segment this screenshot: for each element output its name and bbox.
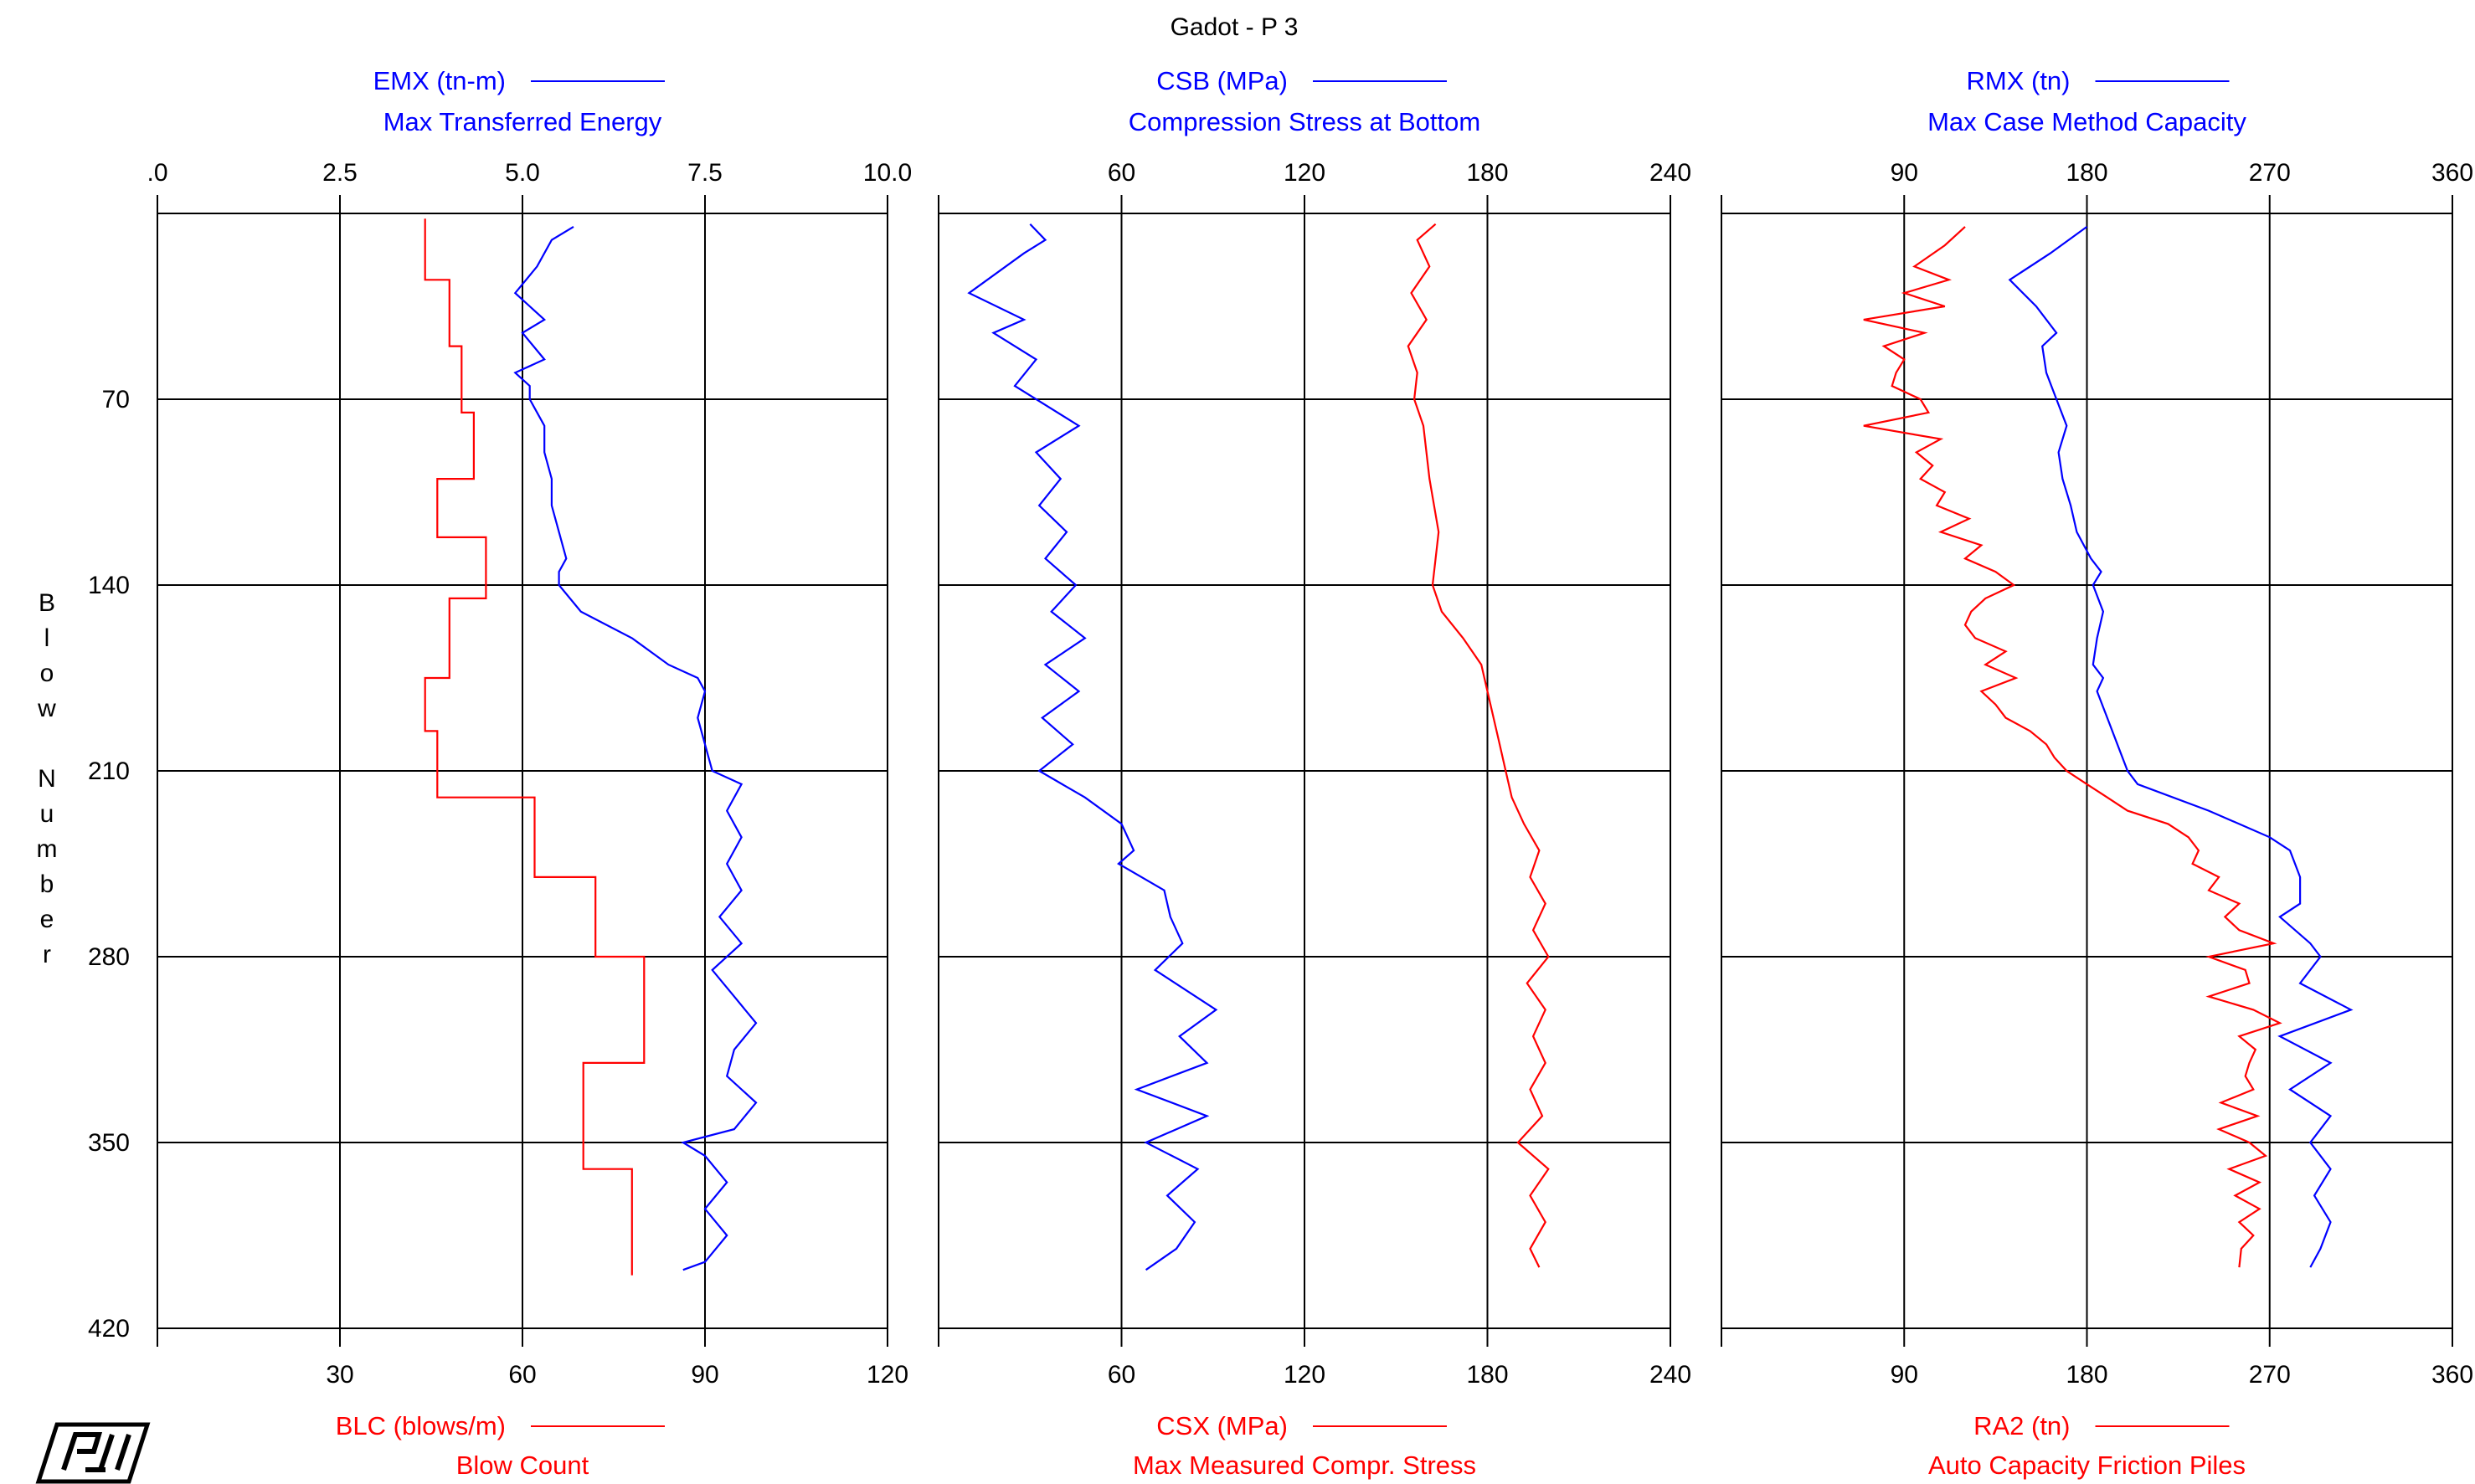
series-name-label: RA2 (tn) [1973, 1411, 2070, 1440]
top-tick-label: 240 [1649, 159, 1691, 187]
y-label-char: b [40, 870, 54, 898]
top-tick-label: 5.0 [505, 159, 540, 187]
bottom-tick-label: 270 [2249, 1361, 2291, 1389]
series-name-label: EMX (tn-m) [373, 66, 506, 95]
series-name-label: RMX (tn) [1967, 66, 2071, 95]
panel-3: 90 180 270 360 90 180 270 360 RMX (tn) Max Case M… [1721, 66, 2473, 1480]
top-tick-label: 10.0 [863, 159, 912, 187]
y-tick-label: 140 [88, 572, 130, 599]
y-label-char: w [37, 695, 56, 722]
panel-1: .0 2.5 5.0 7.5 10.0 30 60 90 120 70 140 210 280 350 42… [88, 66, 912, 1480]
series-line-blc [424, 218, 646, 1276]
series-line-csb [967, 223, 1218, 1271]
y-tick-label: 210 [88, 757, 130, 785]
top-tick-label: 360 [2431, 159, 2473, 187]
top-tick-label: 180 [1466, 159, 1508, 187]
y-label-char: u [40, 800, 54, 828]
series-name-label: BLC (blows/m) [336, 1411, 506, 1440]
y-label-char: e [40, 906, 54, 933]
bottom-tick-label: 60 [1108, 1361, 1135, 1389]
top-tick-label: 120 [1284, 159, 1325, 187]
y-tick-label: 70 [102, 386, 130, 413]
bottom-tick-label: 30 [326, 1361, 353, 1389]
top-tick-label: .0 [147, 159, 167, 187]
series-name-label: CSX (MPa) [1156, 1411, 1288, 1440]
series-description-label: Max Measured Compr. Stress [1133, 1451, 1476, 1480]
chart-title: Gadot - P 3 [1171, 13, 1299, 41]
y-label-char: r [43, 941, 51, 968]
series-description-label: Max Case Method Capacity [1927, 107, 2246, 136]
pdi-logo [35, 1422, 151, 1484]
bottom-tick-label: 90 [1891, 1361, 1918, 1389]
chart-panels: .0 2.5 5.0 7.5 10.0 30 60 90 120 70 140 210 280 350 42… [88, 66, 2473, 1480]
y-label-char: N [38, 765, 56, 793]
series-description-label: Compression Stress at Bottom [1129, 107, 1480, 136]
series-line-csx [1407, 223, 1550, 1268]
bottom-tick-label: 60 [508, 1361, 536, 1389]
y-tick-label: 420 [88, 1315, 130, 1343]
y-tick-label: 280 [88, 943, 130, 971]
y-tick-label: 350 [88, 1129, 130, 1157]
bottom-tick-label: 180 [2066, 1361, 2107, 1389]
series-line-emx [513, 225, 758, 1271]
top-tick-label: 7.5 [687, 159, 723, 187]
y-label-char: m [37, 835, 58, 863]
series-line-ra2 [1863, 226, 2282, 1268]
series-name-label: CSB (MPa) [1156, 66, 1288, 95]
top-tick-label: 2.5 [322, 159, 358, 187]
top-tick-label: 180 [2066, 159, 2107, 187]
bottom-tick-label: 120 [1284, 1361, 1325, 1389]
bottom-tick-label: 360 [2431, 1361, 2473, 1389]
series-description-label: Auto Capacity Friction Piles [1928, 1451, 2246, 1480]
top-tick-label: 60 [1108, 159, 1135, 187]
panel-2: 60 120 180 240 60 120 180 240 CSB (MPa) Compressi… [938, 66, 1691, 1480]
y-label-char: o [40, 660, 54, 687]
series-description-label: Blow Count [456, 1451, 589, 1480]
bottom-tick-label: 90 [691, 1361, 718, 1389]
series-description-label: Max Transferred Energy [383, 107, 662, 136]
y-label-char: l [44, 624, 50, 652]
top-tick-label: 270 [2249, 159, 2291, 187]
bottom-tick-label: 120 [867, 1361, 908, 1389]
bottom-tick-label: 180 [1466, 1361, 1508, 1389]
y-label-char: B [39, 589, 55, 617]
bottom-tick-label: 240 [1649, 1361, 1691, 1389]
top-tick-label: 90 [1891, 159, 1918, 187]
series-line-rmx [2008, 226, 2354, 1268]
